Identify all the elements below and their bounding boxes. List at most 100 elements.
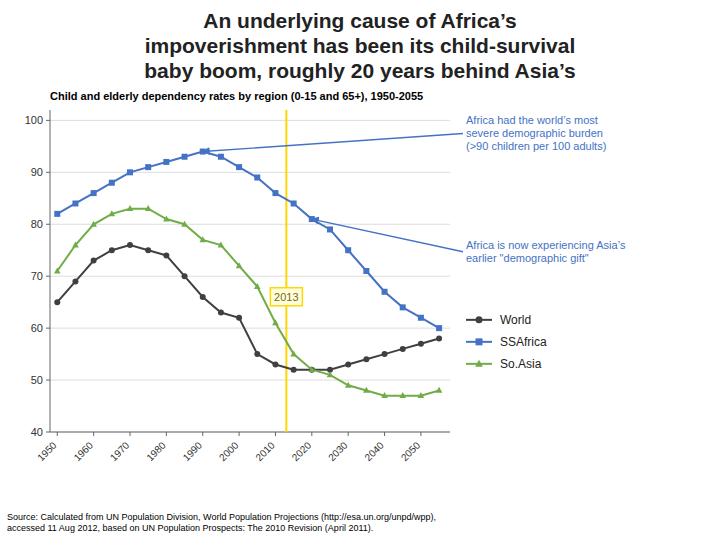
series-marker	[382, 289, 388, 295]
x-tick-label: 1980	[144, 439, 168, 463]
series-marker	[236, 164, 242, 170]
source: Source: Calculated from UN Population Di…	[7, 512, 436, 533]
grid-line	[50, 380, 450, 381]
x-tick	[420, 432, 421, 436]
series-marker	[272, 319, 279, 325]
text-line: Africa is now experiencing Asia’s	[466, 239, 626, 251]
y-tick	[46, 432, 50, 433]
x-tick-label: 2020	[290, 439, 314, 463]
subtitle: Child and elderly dependency rates by re…	[50, 90, 423, 102]
series-marker	[400, 304, 406, 310]
x-tick	[130, 432, 131, 436]
series-marker	[345, 361, 351, 367]
x-tick-label: 2010	[253, 439, 277, 463]
x-tick	[93, 432, 94, 436]
x-tick-label: 1990	[181, 439, 205, 463]
series-marker	[127, 205, 134, 211]
x-tick	[348, 432, 349, 436]
series-marker	[218, 310, 224, 316]
plot-area	[54, 110, 442, 432]
x-tick	[384, 432, 385, 436]
text-line: earlier "demographic gift"	[466, 252, 589, 264]
series-marker	[236, 262, 243, 268]
y-tick	[46, 172, 50, 173]
series-marker	[309, 366, 316, 372]
series-marker	[109, 180, 115, 186]
series-marker	[291, 367, 297, 373]
series-marker	[109, 247, 115, 253]
series-marker	[145, 205, 152, 211]
grid-line	[50, 276, 450, 277]
series-marker	[182, 154, 188, 160]
grid-line	[50, 224, 450, 225]
y-tick-label: 50	[31, 374, 43, 386]
series-marker	[181, 221, 188, 227]
series-marker	[218, 154, 224, 160]
series-marker	[199, 236, 206, 242]
series-marker	[363, 356, 369, 362]
grid-line	[50, 328, 450, 329]
series-marker	[381, 392, 388, 398]
y-tick-label: 90	[31, 166, 43, 178]
series-line	[57, 245, 439, 370]
series-marker	[127, 242, 133, 248]
series-marker	[436, 325, 442, 331]
x-tick-label: 2030	[326, 439, 350, 463]
series-marker	[109, 210, 116, 216]
series-marker	[145, 164, 151, 170]
series-marker	[290, 350, 297, 356]
series-marker	[436, 387, 443, 393]
series-marker	[327, 226, 333, 232]
series-marker	[254, 175, 260, 181]
annotation: Africa is now experiencing Asia’searlier…	[466, 239, 626, 264]
y-axis	[50, 110, 51, 432]
series-marker	[182, 273, 188, 279]
x-tick	[57, 432, 58, 436]
series-marker	[54, 267, 61, 273]
series-marker	[145, 247, 151, 253]
legend-label: SSAfrica	[500, 335, 547, 349]
series-marker	[163, 159, 169, 165]
legend-label: World	[500, 313, 531, 327]
x-tick-label: 2000	[217, 439, 241, 463]
reference-label-box	[270, 288, 302, 306]
legend-marker	[476, 316, 483, 323]
x-tick	[166, 432, 167, 436]
series-marker	[218, 241, 225, 247]
x-tick	[275, 432, 276, 436]
y-tick	[46, 380, 50, 381]
series-marker	[236, 315, 242, 321]
series-marker	[418, 315, 424, 321]
x-tick-label: 1960	[72, 439, 96, 463]
series-marker	[327, 371, 334, 377]
legend-marker	[476, 338, 483, 345]
y-tick-label: 70	[31, 270, 43, 282]
series-marker	[200, 294, 206, 300]
series-marker	[54, 211, 60, 217]
text-line: Africa had the world’s most	[466, 114, 598, 126]
text-line: (>90 children per 100 adults)	[466, 140, 606, 152]
series-marker	[436, 336, 442, 342]
series-marker	[418, 392, 425, 398]
reference-label: 2013	[274, 291, 298, 303]
series-marker	[91, 258, 97, 264]
series-marker	[91, 190, 97, 196]
y-tick-label: 80	[31, 218, 43, 230]
text-line: accessed 11 Aug 2012, based on UN Popula…	[7, 523, 373, 533]
series-marker	[382, 351, 388, 357]
annotation-arrow	[203, 134, 463, 152]
series-marker	[345, 382, 352, 388]
series-marker	[272, 190, 278, 196]
text-line: An underlying cause of Africa’s	[203, 9, 517, 32]
y-tick	[46, 276, 50, 277]
text-line: Source: Calculated from UN Population Di…	[7, 512, 436, 522]
y-tick-label: 40	[31, 426, 43, 438]
y-tick-label: 100	[25, 114, 43, 126]
annotation: Africa had the world’s mostsevere demogr…	[466, 114, 606, 152]
series-marker	[399, 392, 406, 398]
x-tick-label: 2040	[362, 439, 386, 463]
series-marker	[72, 200, 78, 206]
title: An underlying cause of Africa’simpoveris…	[144, 9, 575, 82]
series-marker	[363, 268, 369, 274]
series-marker	[72, 278, 78, 284]
